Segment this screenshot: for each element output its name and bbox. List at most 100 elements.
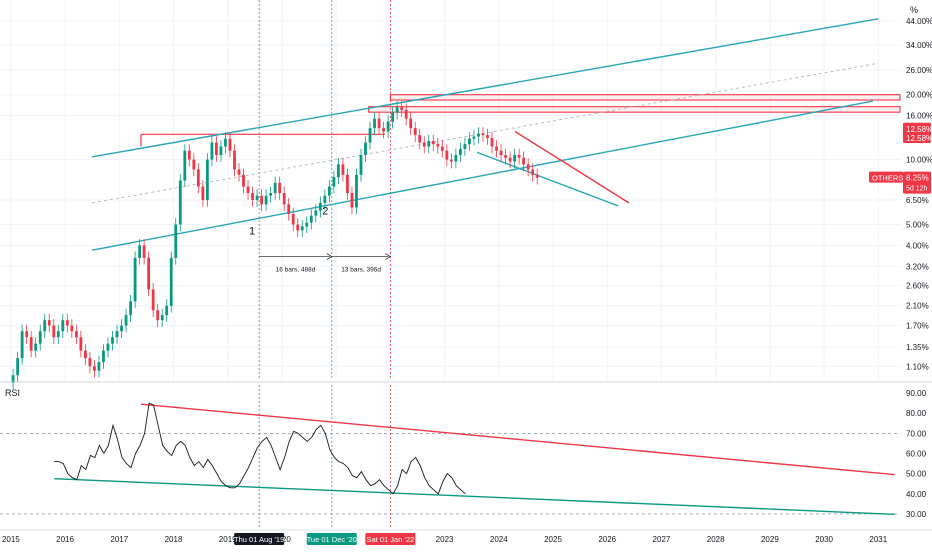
time-tick-label: 2029 [761, 535, 779, 544]
candle-body [215, 142, 218, 156]
time-tick-label: 2015 [2, 535, 20, 544]
candle-body [332, 177, 336, 187]
candle-body [364, 142, 367, 156]
candle-body [102, 350, 105, 363]
candle-body [386, 121, 390, 132]
candle-body [196, 169, 200, 187]
candle-body [382, 128, 385, 132]
candle-body [129, 301, 132, 316]
candle-body [29, 337, 33, 351]
rsi-tick-label: 80.00 [906, 409, 927, 418]
price-tick-label: 3.20% [906, 262, 929, 271]
time-tick-label: 2016 [56, 535, 74, 544]
candle-body [25, 331, 29, 338]
candle-body [513, 155, 517, 162]
time-tick-label: 2028 [707, 535, 725, 544]
rsi-axis[interactable]: 90.00 80.00 70.00 60.00 50.00 40.00 30.00 [906, 389, 927, 519]
trend-line-3[interactable] [476, 151, 619, 207]
price-axis[interactable]: % 44.00% 34.00% 26.00% 20.00% 16.00% 10.00% 6.… [869, 5, 932, 371]
candle-body [187, 150, 191, 160]
candle-body [93, 366, 96, 371]
candle-body [183, 150, 187, 181]
candle-body [47, 320, 51, 326]
price-tick-label: 1.10% [906, 362, 929, 371]
candle-body [504, 155, 507, 158]
time-marker-badge-2 [365, 533, 416, 545]
time-axis[interactable]: 2015201620172018201920202021202220232024… [0, 529, 932, 545]
candle-body [477, 133, 480, 137]
candle-body [264, 195, 268, 205]
candle-body [278, 182, 282, 194]
candle-body [205, 159, 209, 200]
trend-line-1[interactable] [92, 100, 874, 251]
resistance-zone-2[interactable] [389, 94, 901, 101]
measure-arrowhead-1 [385, 253, 392, 260]
time-marker-badge-0 [234, 533, 285, 545]
price-tick-label: 2.60% [906, 282, 929, 291]
time-marker-badge-1 [306, 533, 357, 545]
candle-body [237, 169, 241, 175]
candle-body [341, 164, 345, 175]
candle-body [436, 144, 440, 147]
price-tick-label: 1.35% [906, 343, 929, 352]
time-tick-label: 2027 [653, 535, 671, 544]
candle-body [318, 202, 322, 211]
candle-body [224, 138, 227, 147]
point-label-1: 1 [249, 225, 255, 237]
candle-body [508, 157, 512, 162]
trend-line-4[interactable] [514, 130, 630, 204]
candle-body [526, 164, 530, 170]
candle-body [255, 195, 259, 200]
time-tick-label: 2025 [544, 535, 562, 544]
candle-body [269, 193, 273, 196]
candle-body [359, 155, 363, 175]
price-tick-label: 1.70% [906, 322, 929, 331]
symbol-countdown-label: 5d 12h [906, 186, 928, 193]
candle-body [282, 193, 286, 205]
time-tick-label: 2026 [598, 535, 616, 544]
time-tick-label: 2017 [110, 535, 128, 544]
resistance-zone-1[interactable] [368, 106, 901, 113]
rsi-tick-label: 70.00 [906, 429, 927, 438]
candle-body [463, 144, 467, 150]
time-marker-label-1: Tue 01 Dec '20 [307, 535, 357, 544]
candle-body [260, 195, 263, 205]
trend-line-0[interactable] [92, 18, 879, 158]
candle-body [246, 186, 250, 194]
candle-body [165, 305, 169, 316]
candle-body [400, 107, 404, 110]
rsi-trend-lines[interactable] [54, 403, 895, 516]
candle-body [346, 174, 349, 194]
horizontal-zones[interactable] [140, 94, 901, 147]
vertical-marker-lines [258, 0, 391, 380]
candle-body [499, 150, 503, 156]
candle-body [160, 315, 164, 321]
candle-body [395, 107, 399, 113]
candle-body [97, 362, 101, 371]
measure-label-1: 13 bars, 396d [341, 267, 381, 274]
candle-body [115, 331, 119, 338]
price-tick-label: 4.00% [906, 241, 929, 250]
trend-lines[interactable] [92, 18, 879, 251]
candle-body [337, 164, 340, 178]
candle-body [531, 169, 535, 175]
rsi-pane[interactable]: RSI [0, 385, 900, 528]
main-price-pane[interactable]: 16 bars, 488d 13 bars, 396d 12 [0, 0, 901, 390]
rsi-trend-line-1[interactable] [54, 477, 895, 516]
candle-body [138, 245, 142, 258]
measure-arrowhead-0 [326, 253, 333, 260]
rsi-trend-line-0[interactable] [140, 403, 895, 476]
candle-body [404, 109, 408, 119]
candle-body [201, 186, 205, 200]
candle-body [120, 325, 123, 332]
rsi-pane-title: RSI [5, 388, 20, 398]
candle-body [305, 222, 309, 227]
candle-body [34, 343, 38, 351]
candle-body [210, 142, 214, 160]
candle-body [61, 320, 65, 332]
candle-body [291, 213, 295, 225]
trend-line-2[interactable] [92, 62, 879, 204]
candle-body [522, 157, 526, 165]
candle-body [20, 331, 24, 359]
